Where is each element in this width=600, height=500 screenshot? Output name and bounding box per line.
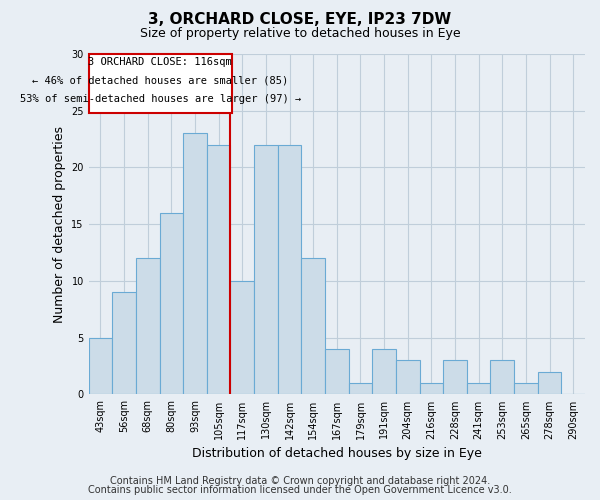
Bar — [230, 281, 254, 394]
Bar — [89, 338, 112, 394]
Text: 3, ORCHARD CLOSE, EYE, IP23 7DW: 3, ORCHARD CLOSE, EYE, IP23 7DW — [148, 12, 452, 28]
Bar — [514, 383, 538, 394]
Bar — [490, 360, 514, 394]
Bar — [325, 349, 349, 395]
Text: 3 ORCHARD CLOSE: 116sqm: 3 ORCHARD CLOSE: 116sqm — [88, 57, 232, 67]
Bar — [538, 372, 562, 394]
Text: Contains public sector information licensed under the Open Government Licence v3: Contains public sector information licen… — [88, 485, 512, 495]
Bar — [183, 134, 207, 394]
Bar — [207, 145, 230, 394]
Bar — [136, 258, 160, 394]
Y-axis label: Number of detached properties: Number of detached properties — [53, 126, 66, 322]
Bar — [419, 383, 443, 394]
Bar — [443, 360, 467, 394]
Bar — [278, 145, 301, 394]
FancyBboxPatch shape — [89, 54, 232, 113]
Bar — [160, 213, 183, 394]
X-axis label: Distribution of detached houses by size in Eye: Distribution of detached houses by size … — [192, 447, 482, 460]
Bar — [396, 360, 419, 394]
Text: ← 46% of detached houses are smaller (85): ← 46% of detached houses are smaller (85… — [32, 76, 288, 86]
Bar — [254, 145, 278, 394]
Bar — [372, 349, 396, 395]
Text: 53% of semi-detached houses are larger (97) →: 53% of semi-detached houses are larger (… — [20, 94, 301, 104]
Text: Contains HM Land Registry data © Crown copyright and database right 2024.: Contains HM Land Registry data © Crown c… — [110, 476, 490, 486]
Text: Size of property relative to detached houses in Eye: Size of property relative to detached ho… — [140, 28, 460, 40]
Bar — [349, 383, 372, 394]
Bar — [467, 383, 490, 394]
Bar — [301, 258, 325, 394]
Bar — [112, 292, 136, 394]
